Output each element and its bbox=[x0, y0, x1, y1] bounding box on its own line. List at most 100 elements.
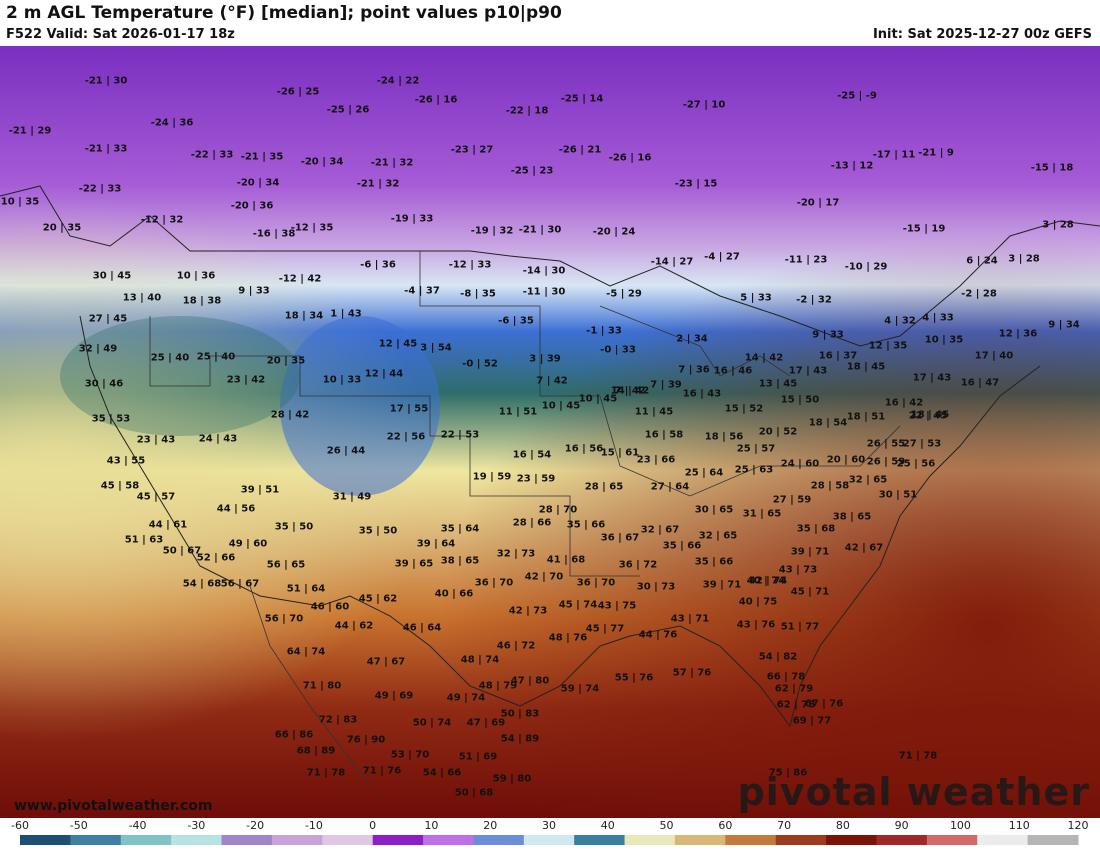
point-value-label: -22 | 33 bbox=[190, 149, 234, 161]
point-value-label: 30 | 73 bbox=[636, 581, 676, 593]
point-value-label: 39 | 71 bbox=[702, 579, 742, 591]
colorbar-swatch bbox=[70, 835, 122, 845]
point-value-label: 30 | 46 bbox=[84, 378, 124, 390]
point-value-label: 59 | 80 bbox=[492, 773, 532, 785]
point-value-label: -10 | 29 bbox=[844, 261, 888, 273]
point-value-label: 30 | 51 bbox=[878, 489, 918, 501]
point-value-label: 64 | 74 bbox=[286, 646, 326, 658]
point-value-label: -0 | 33 bbox=[600, 344, 636, 356]
colorbar-tick-label: 20 bbox=[483, 819, 498, 832]
colorbar-tick-label: 40 bbox=[600, 819, 615, 832]
state-borders-west bbox=[149, 316, 640, 577]
point-value-label: 27 | 64 bbox=[650, 481, 690, 493]
point-value-label: 35 | 64 bbox=[440, 523, 480, 535]
point-value-label: 25 | 64 bbox=[684, 467, 724, 479]
point-value-label: 18 | 56 bbox=[704, 431, 744, 443]
point-value-label: 42 | 73 bbox=[508, 605, 548, 617]
point-value-label: 10 | 35 bbox=[0, 196, 40, 208]
point-value-label: 50 | 74 bbox=[412, 717, 452, 729]
point-value-label: -4 | 37 bbox=[404, 285, 440, 297]
point-value-label: -20 | 34 bbox=[236, 177, 280, 189]
point-value-label: 44 | 61 bbox=[148, 519, 188, 531]
point-value-label: 16 | 58 bbox=[644, 429, 684, 441]
point-value-label: 50 | 67 bbox=[162, 545, 202, 557]
point-value-label: 35 | 66 bbox=[566, 519, 606, 531]
colorbar: -60 -50 -40 -30 -20 -10 0 10 20 30 40 50 60 70 80 90 100… bbox=[0, 818, 1100, 850]
point-value-label: 9 | 33 bbox=[812, 329, 844, 341]
point-value-label: 56 | 70 bbox=[264, 613, 304, 625]
site-url[interactable]: www.pivotalweather.com bbox=[14, 798, 213, 814]
colorbar-swatch bbox=[574, 835, 626, 845]
point-value-label: 44 | 56 bbox=[216, 503, 256, 515]
point-value-label: -25 | 26 bbox=[326, 104, 370, 116]
point-value-label: -16 | 38 bbox=[252, 228, 296, 240]
point-value-label: 17 | 55 bbox=[389, 403, 429, 415]
point-value-label: 35 | 53 bbox=[91, 413, 131, 425]
colorbar-swatch bbox=[171, 835, 223, 845]
point-value-label: 25 | 63 bbox=[734, 464, 774, 476]
point-value-label: 3 | 54 bbox=[420, 342, 452, 354]
point-value-label: 2 | 34 bbox=[676, 333, 708, 345]
point-value-label: -20 | 34 bbox=[300, 156, 344, 168]
point-value-label: -19 | 33 bbox=[390, 213, 434, 225]
point-value-label: 24 | 60 bbox=[780, 458, 820, 470]
colorbar-swatch bbox=[977, 835, 1029, 845]
point-value-label: -26 | 16 bbox=[414, 94, 458, 106]
colorbar-swatch bbox=[775, 835, 827, 845]
point-value-label: 16 | 42 bbox=[884, 397, 924, 409]
temperature-map[interactable]: -21 | 30 -21 | 29 -21 | 33 -24 | 36 -26 | 25… bbox=[0, 46, 1100, 818]
colorbar-tick-label: 60 bbox=[718, 819, 733, 832]
colorbar-tick-label: -50 bbox=[69, 819, 88, 832]
point-value-label: -27 | 10 bbox=[682, 99, 726, 111]
point-value-label: 26 | 55 bbox=[866, 438, 906, 450]
point-value-label: 35 | 66 bbox=[694, 556, 734, 568]
point-value-label: 44 | 76 bbox=[638, 629, 678, 641]
point-value-label: 57 | 76 bbox=[672, 667, 712, 679]
colorbar-swatch bbox=[1027, 835, 1079, 845]
colorbar-swatch bbox=[624, 835, 676, 845]
point-value-label: 39 | 64 bbox=[416, 538, 456, 550]
point-value-label: -14 | 27 bbox=[650, 256, 694, 268]
brand-logo: pivotal weather bbox=[737, 770, 1090, 814]
point-value-label: 43 | 71 bbox=[670, 613, 710, 625]
point-value-label: -24 | 36 bbox=[150, 117, 194, 129]
point-value-label: 43 | 73 bbox=[778, 564, 818, 576]
valid-time: F522 Valid: Sat 2026-01-17 18z bbox=[6, 27, 235, 42]
point-value-label: 3 | 28 bbox=[1042, 219, 1074, 231]
point-value-label: 56 | 65 bbox=[266, 559, 306, 571]
point-value-label: 71 | 76 bbox=[362, 765, 402, 777]
point-value-label: -5 | 29 bbox=[606, 288, 642, 300]
point-value-label: 7 | 42 bbox=[536, 375, 568, 387]
point-value-label: 16 | 46 bbox=[713, 365, 753, 377]
point-value-label: 15 | 52 bbox=[724, 403, 764, 415]
colorbar-scale bbox=[20, 835, 1079, 845]
point-value-label: 66 | 86 bbox=[274, 729, 314, 741]
point-value-label: 66 | 78 bbox=[766, 671, 806, 683]
point-value-label: 6 | 24 bbox=[966, 255, 998, 267]
point-value-label: 5 | 33 bbox=[740, 292, 772, 304]
point-value-label: -12 | 42 bbox=[278, 273, 322, 285]
point-value-label: 11 | 51 bbox=[498, 406, 538, 418]
point-value-label: -25 | -9 bbox=[837, 90, 877, 102]
colorbar-tick-label: 0 bbox=[369, 819, 377, 832]
point-value-label: 71 | 78 bbox=[898, 750, 938, 762]
point-value-label: 71 | 80 bbox=[302, 680, 342, 692]
colorbar-tick-label: 10 bbox=[424, 819, 439, 832]
coastline bbox=[79, 315, 1041, 728]
point-value-label: 7 | 39 bbox=[650, 379, 682, 391]
point-value-label: 51 | 77 bbox=[780, 621, 820, 633]
point-value-label: -13 | 12 bbox=[830, 160, 874, 172]
point-value-label: 30 | 45 bbox=[92, 270, 132, 282]
point-value-label: 16 | 37 bbox=[818, 350, 858, 362]
point-value-label: 35 | 68 bbox=[796, 523, 836, 535]
point-value-label: 13 | 40 bbox=[122, 292, 162, 304]
point-value-label: -24 | 22 bbox=[376, 75, 420, 87]
great-basin-zone bbox=[60, 316, 300, 436]
point-value-label: 17 | 43 bbox=[912, 372, 952, 384]
point-value-label: -6 | 36 bbox=[360, 259, 396, 271]
point-value-label: -15 | 18 bbox=[1030, 162, 1074, 174]
great-lakes-outline bbox=[599, 305, 791, 377]
point-value-label: 3 | 28 bbox=[1008, 253, 1040, 265]
colorbar-swatch bbox=[725, 835, 777, 845]
point-value-label: -2 | 32 bbox=[796, 294, 832, 306]
